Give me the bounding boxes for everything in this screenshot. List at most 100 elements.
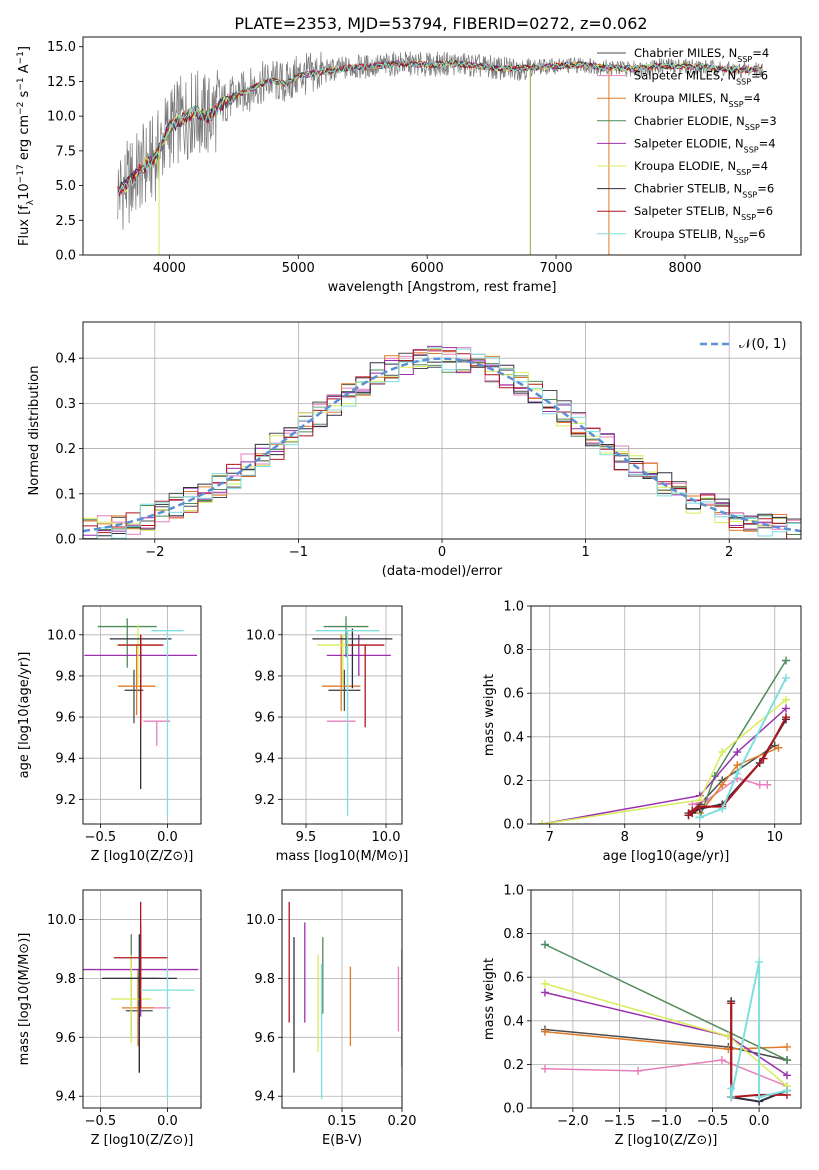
x-tick-label: 9.5 (296, 830, 317, 845)
y-tick-label: 9.4 (55, 1090, 76, 1105)
errorbar-point (101, 934, 177, 1073)
x-tick-label: 0.20 (388, 1114, 417, 1129)
normal-curve (83, 357, 801, 533)
weight-marker (782, 704, 790, 713)
legend-entry: Chabrier MILES, NSSP=4 (634, 46, 769, 64)
axes-frame (281, 889, 403, 1109)
x-axis-label: Z [log10(Z/Z⊙)] (615, 1133, 718, 1148)
weight-marker (782, 656, 790, 665)
x-tick-label: −1.5 (604, 1114, 636, 1129)
legend-entry-sub: SSP (745, 122, 760, 131)
y-tick-label: 0.1 (55, 487, 76, 502)
x-tick-label: 0 (438, 545, 446, 560)
y-tick-label: 0.0 (55, 249, 76, 264)
legend-entry-part: Salpeter STELIB, N (634, 204, 741, 218)
weight-marker (718, 804, 727, 813)
panel-age-vs-Z: −0.5 0.0 9.2 9.4 9.6 9.8 10.0 Z [log10(Z/Z⊙)] ag… (17, 605, 202, 864)
legend-entry: Kroupa STELIB, NSSP=6 (634, 227, 765, 245)
x-tick-label: −0.5 (697, 1114, 729, 1129)
weight-marker (755, 957, 764, 966)
y-axis-label-part: ] (17, 46, 32, 51)
x-tick-label: −1 (289, 545, 308, 560)
legend-entry-part: Chabrier ELODIE, N (634, 114, 745, 128)
y-tick-label: 9.6 (55, 1031, 76, 1046)
weight-line (544, 943, 788, 1061)
plot-area (84, 618, 197, 816)
weight-marker (733, 748, 742, 757)
errorbar-point (117, 634, 164, 728)
legend-entry-part: =6 (749, 227, 766, 241)
legend-entry-part: =3 (760, 114, 777, 128)
errorbar-point (317, 634, 369, 687)
y-tick-label: 12.5 (47, 75, 76, 90)
x-axis-label: Z [log10(Z/Z⊙)] (91, 849, 194, 864)
weight-marker (783, 1071, 792, 1080)
weight-marker (718, 748, 727, 757)
legend-entry-part: =4 (744, 91, 761, 105)
plot-area (540, 940, 792, 1106)
x-tick-label: −0.5 (85, 830, 117, 845)
grid (282, 890, 403, 1108)
y-tick-label: 5.0 (55, 179, 76, 194)
weight-line (699, 677, 787, 819)
weight-marker (695, 813, 704, 822)
errorbar-point (151, 630, 184, 816)
errorbar-point (113, 901, 168, 1008)
y-tick-label: 0.6 (503, 971, 524, 986)
y-tick-label: 0.2 (503, 1058, 524, 1073)
y-axis-label-part: −17 (16, 164, 26, 183)
y-tick-label: 1.0 (503, 600, 524, 615)
weight-series (540, 1056, 792, 1091)
legend-entry-part: Kroupa STELIB, N (634, 227, 734, 241)
weight-marker (695, 802, 704, 811)
y-tick-label: 0.0 (503, 818, 524, 833)
y-axis-label-part: Flux [f (17, 205, 32, 246)
y-tick-label: 0.2 (55, 442, 76, 457)
y-tick-label: 9.6 (55, 711, 76, 726)
weight-marker (755, 780, 764, 789)
errorbar-point (143, 720, 171, 746)
x-tick-label: 6000 (411, 261, 444, 276)
weight-series (684, 713, 790, 820)
x-tick-label: −1.0 (650, 1114, 682, 1129)
y-axis-label-part: A (17, 64, 32, 77)
y-axis-label-part: −1 (16, 77, 26, 90)
x-axis-label: wavelength [Angstrom, rest frame] (328, 280, 557, 295)
y-tick-label: 1.0 (503, 884, 524, 899)
y-tick-label: 7.5 (55, 144, 76, 159)
legend-entry-sub: SSP (744, 145, 759, 154)
weight-line (542, 699, 787, 824)
figure-title: PLATE=2353, MJD=53794, FIBERID=0272, z=0… (234, 14, 647, 33)
weight-series (540, 979, 792, 1091)
x-axis-label: (data-model)/error (382, 564, 503, 579)
y-axis-label-part: λ (26, 199, 36, 205)
weight-line (730, 961, 788, 1099)
weight-marker (774, 743, 783, 752)
errorbar-point (323, 616, 369, 658)
legend-entry-part: Chabrier MILES, N (634, 46, 737, 60)
plot-area (538, 656, 790, 824)
weight-line (688, 744, 776, 814)
weight-marker (755, 1093, 764, 1102)
legend-entry-part: Salpeter MILES, N (634, 69, 736, 83)
weight-marker (634, 1066, 643, 1075)
y-tick-label: 0.0 (503, 1102, 524, 1117)
y-tick-label: 9.2 (254, 793, 275, 808)
y-tick-label: 15.0 (47, 40, 76, 55)
weight-marker (538, 820, 547, 824)
legend-entry-part: =6 (756, 204, 773, 218)
weight-series (727, 957, 792, 1102)
weight-marker (540, 1027, 549, 1036)
y-tick-label: 0.4 (503, 1014, 524, 1029)
legend-entry-sub: SSP (734, 235, 749, 244)
panel-mass-vs-ebv: 0.15 0.20 9.4 9.6 9.8 10.0 E(B-V) (246, 889, 417, 1148)
legend-entry: 𝒩(0, 1) (739, 337, 786, 352)
y-tick-label: 9.8 (254, 669, 275, 684)
grid (282, 606, 402, 824)
x-tick-label: 7 (546, 830, 554, 845)
panel-weight-vs-Z: −2.0 −1.5 −1.0 −0.5 0.0 0.0 0.2 0.4 0.6 0.8 1.0 Z [… (482, 884, 802, 1148)
weight-marker (733, 761, 742, 770)
y-axis-label-part: 10 (17, 183, 32, 200)
axes-frame (530, 605, 802, 825)
